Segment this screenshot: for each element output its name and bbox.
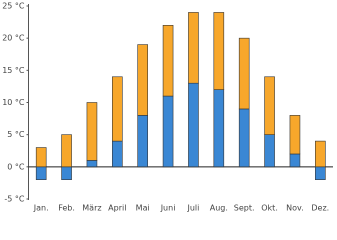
chart: -5 °C 0 °C 5 °C 10 °C 15 °C 20 °C 25 °C Jan. Feb… bbox=[2, 2, 333, 213]
y-tick-label: 0 °C bbox=[7, 162, 25, 171]
min-bar bbox=[35, 166, 47, 180]
x-tick-label: Nov. bbox=[286, 204, 304, 213]
x-tick-label: April bbox=[108, 204, 126, 213]
max-bar bbox=[137, 44, 148, 116]
min-bar bbox=[112, 140, 123, 168]
y-tick-label: 10 °C bbox=[2, 98, 25, 107]
max-bar bbox=[213, 12, 225, 90]
x-tick-label: Juli bbox=[187, 204, 200, 213]
y-tick-label: -5 °C bbox=[4, 195, 25, 204]
max-bar bbox=[289, 115, 301, 155]
max-bar bbox=[35, 147, 47, 168]
min-bar bbox=[315, 166, 326, 180]
max-bar bbox=[238, 37, 250, 110]
x-tick-label: Okt. bbox=[261, 204, 278, 213]
x-tick-label: Jan. bbox=[33, 204, 49, 213]
min-bar bbox=[86, 160, 98, 168]
x-tick-label: März bbox=[82, 204, 101, 213]
y-tick-label: 25 °C bbox=[2, 2, 25, 11]
max-bar bbox=[112, 76, 123, 142]
x-tick-label: Mai bbox=[136, 204, 150, 213]
x-tick-label: Aug. bbox=[210, 204, 228, 213]
y-tick-label: 20 °C bbox=[2, 34, 25, 43]
y-tick-label: 15 °C bbox=[2, 66, 25, 75]
max-bar bbox=[315, 140, 326, 168]
max-bar bbox=[86, 102, 98, 161]
max-bar bbox=[264, 76, 275, 135]
min-bar bbox=[289, 153, 301, 168]
x-tick-label: Feb. bbox=[58, 204, 75, 213]
min-bar bbox=[264, 134, 275, 168]
max-bar bbox=[162, 24, 174, 97]
max-bar bbox=[188, 12, 199, 84]
x-tick-label: Sept. bbox=[234, 204, 255, 213]
x-tick-label: Dez. bbox=[311, 204, 329, 213]
min-bar bbox=[61, 166, 72, 180]
min-bar bbox=[238, 108, 250, 168]
x-tick-label: Juni bbox=[160, 204, 176, 213]
y-tick-label: 5 °C bbox=[7, 130, 25, 139]
min-bar bbox=[213, 89, 225, 168]
min-bar bbox=[188, 82, 199, 168]
min-bar bbox=[137, 115, 148, 168]
min-bar bbox=[162, 95, 174, 168]
max-bar bbox=[61, 134, 72, 168]
